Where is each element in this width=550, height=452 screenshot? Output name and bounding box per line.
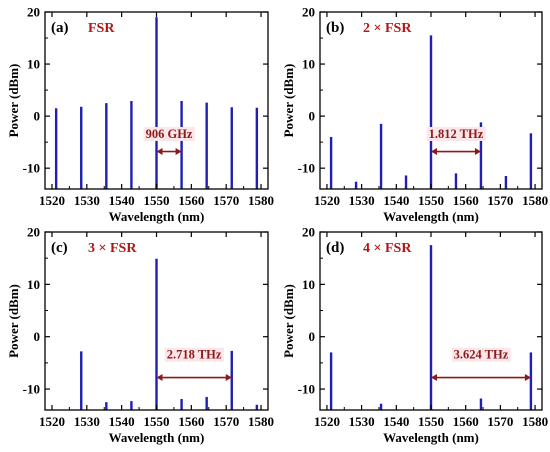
y-tick-label: -10 [23, 382, 40, 397]
x-tick-label: 1560 [453, 193, 479, 208]
y-tick-label: 0 [34, 329, 41, 344]
x-tick-label: 1560 [178, 193, 204, 208]
panel-title: 3 × FSR [88, 241, 137, 256]
panel-title: 2 × FSR [363, 21, 412, 36]
y-tick-label: 10 [302, 57, 315, 72]
y-tick-label: 20 [27, 225, 40, 240]
x-tick-label: 1570 [487, 414, 513, 429]
annotation-label: 1.812 THz [429, 127, 484, 141]
x-tick-label: 1540 [383, 193, 409, 208]
y-axis-label: Power (dBm) [281, 284, 296, 358]
y-tick-label: 0 [309, 329, 316, 344]
x-axis-label: Wavelength (nm) [109, 430, 205, 445]
x-tick-label: 1550 [144, 193, 170, 208]
x-axis-label: Wavelength (nm) [383, 209, 479, 224]
y-tick-label: 20 [27, 5, 40, 20]
panel-letter: (a) [51, 20, 69, 36]
annotation-arrowhead-left [431, 374, 437, 382]
x-axis-label: Wavelength (nm) [109, 209, 205, 224]
x-tick-label: 1530 [349, 193, 375, 208]
y-tick-label: 20 [302, 5, 315, 20]
x-tick-label: 1570 [487, 193, 513, 208]
annotation-label-bg [143, 126, 195, 141]
annotation-arrowhead-right [474, 148, 481, 156]
chart-panel-1: 1520 1530 1540 1550 1560 1570 1580 -10 0 10 20 Wave… [6, 5, 274, 225]
x-tick-label: 1550 [144, 414, 170, 429]
y-axis-label: Power (dBm) [6, 64, 21, 138]
y-tick-label: 10 [27, 277, 40, 292]
panel-title: 4 × FSR [363, 241, 412, 256]
annotation-arrowhead-right [225, 374, 232, 382]
annotation-arrowhead-right [175, 148, 182, 156]
x-tick-label: 1570 [213, 414, 239, 429]
annotation-label: 3.624 THz [454, 348, 509, 362]
x-tick-label: 1580 [248, 414, 274, 429]
y-tick-label: -10 [298, 382, 315, 397]
y-tick-label: 0 [34, 109, 41, 124]
y-tick-label: 0 [309, 109, 316, 124]
x-tick-label: 1520 [39, 193, 65, 208]
y-tick-label: 20 [302, 225, 315, 240]
x-tick-label: 1550 [418, 414, 444, 429]
x-tick-label: 1560 [178, 414, 204, 429]
x-tick-label: 1520 [314, 193, 340, 208]
x-tick-label: 1580 [522, 193, 548, 208]
y-axis-label: Power (dBm) [281, 64, 296, 138]
annotation-arrowhead-left [156, 148, 163, 156]
x-tick-label: 1580 [248, 193, 274, 208]
x-tick-label: 1530 [349, 414, 375, 429]
panel-letter: (b) [326, 20, 344, 36]
annotation-arrowhead-left [156, 374, 163, 382]
y-tick-label: 10 [27, 57, 40, 72]
panel-title: FSR [88, 21, 115, 36]
annotation-label-bg [164, 347, 224, 362]
annotation-label: 2.718 THz [167, 348, 222, 362]
annotation-arrowhead-right [524, 374, 531, 382]
x-tick-label: 1540 [383, 414, 409, 429]
x-tick-label: 1560 [453, 414, 479, 429]
x-tick-label: 1550 [418, 193, 444, 208]
x-tick-label: 1520 [314, 414, 340, 429]
panel-letter: (c) [51, 240, 68, 256]
y-tick-label: -10 [298, 161, 315, 176]
y-tick-label: 10 [302, 277, 315, 292]
x-tick-label: 1530 [74, 193, 100, 208]
annotation-arrowhead-left [431, 148, 437, 156]
panel-letter: (d) [326, 240, 344, 256]
y-tick-label: -10 [23, 161, 40, 176]
chart-panel-3: 1520 1530 1540 1550 1560 1570 1580 -10 0 10 20 Wave… [6, 225, 274, 446]
x-axis-label: Wavelength (nm) [383, 430, 479, 445]
chart-panel-4: 1520 1530 1540 1550 1560 1570 1580 -10 0 10 20 Wave… [281, 225, 548, 446]
x-tick-label: 1520 [39, 414, 65, 429]
chart-panel-2: 1520 1530 1540 1550 1560 1570 1580 -10 0 10 20 Wave… [281, 5, 548, 225]
annotation-label: 906 GHz [146, 127, 193, 141]
x-tick-label: 1540 [109, 414, 135, 429]
annotation-label-bg [451, 347, 511, 362]
x-tick-label: 1570 [213, 193, 239, 208]
y-axis-label: Power (dBm) [6, 284, 21, 358]
x-tick-label: 1530 [74, 414, 100, 429]
annotation-label-bg [426, 126, 486, 141]
x-tick-label: 1540 [109, 193, 135, 208]
x-tick-label: 1580 [522, 414, 548, 429]
